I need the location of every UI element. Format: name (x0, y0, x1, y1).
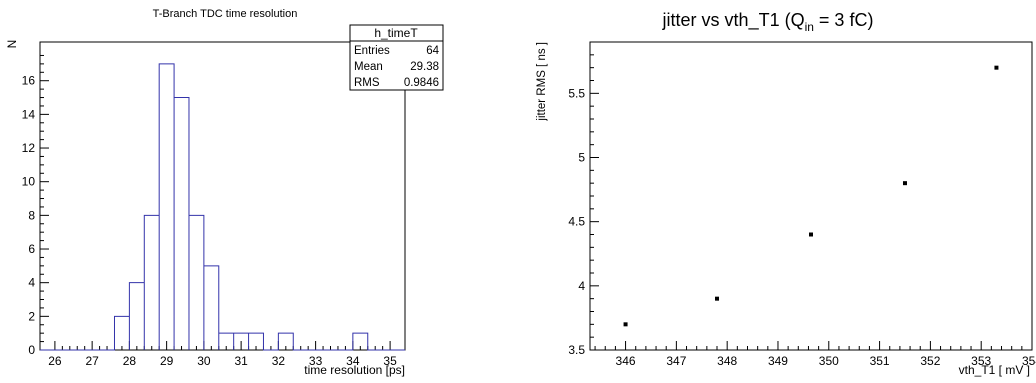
scatter-title: jitter vs vth_T1 (Qin = 3 fC) (662, 10, 874, 34)
scatter-x-tick-label: 346 (616, 354, 636, 368)
histogram-x-tick-label: 33 (309, 354, 323, 368)
histogram-frame (39, 41, 406, 351)
histogram-y-tick-label: 2 (28, 309, 35, 323)
histogram-x-tick-label: 34 (346, 354, 360, 368)
stats-box-name: h_timeT (374, 26, 418, 40)
histogram-y-tick-label: 12 (22, 141, 36, 155)
scatter-x-tick-label: 352 (920, 354, 940, 368)
scatter-x-axis-label: vth_T1 [ mV ] (959, 363, 1030, 377)
scatter-frame (589, 41, 1033, 351)
histogram-x-tick-label: 35 (383, 354, 397, 368)
scatter-x-tick-label: 354 (1022, 354, 1036, 368)
scatter-x-tick-label: 350 (819, 354, 839, 368)
stats-mean-label: Mean (354, 61, 383, 73)
histogram-x-axis-label: time resolution [ps] (304, 363, 405, 377)
scatter-point (902, 181, 907, 186)
scatter-title-tail: = 3 fC) (814, 10, 874, 30)
histogram-x-tick-label: 28 (123, 354, 137, 368)
stats-rms-label: RMS (354, 77, 380, 89)
scatter-point (994, 65, 999, 70)
histogram-y-tick-label: 0 (28, 343, 35, 357)
scatter-point (809, 232, 813, 237)
histogram-y-axis-label: N (5, 40, 19, 49)
histogram-y-tick-label: 6 (28, 242, 35, 256)
histogram-x-tick-label: 26 (48, 354, 62, 368)
scatter-title-main: jitter vs vth_T1 (Q (662, 10, 805, 31)
stats-entries-label: Entries (354, 45, 390, 57)
scatter-y-tick-label: 3.5 (568, 343, 585, 357)
scatter-y-tick-label: 5 (578, 151, 585, 165)
histogram-y-tick-label: 8 (28, 208, 35, 222)
histogram-x-tick-label: 27 (85, 354, 99, 368)
scatter-chart: jitter vs vth_T1 (Qin = 3 fC) jitter RMS… (536, 10, 1036, 377)
scatter-y-tick-label: 4.5 (568, 215, 585, 229)
histogram-series-line (40, 63, 405, 351)
histogram-y-tick-label: 10 (22, 175, 36, 189)
histogram-y-tick-label: 16 (22, 74, 36, 88)
scatter-x-tick-label: 351 (870, 354, 890, 368)
scatter-y-tick-label: 5.5 (568, 86, 585, 100)
scatter-x-tick-label: 348 (717, 354, 737, 368)
scatter-point (623, 322, 628, 327)
histogram-x-tick-label: 30 (197, 354, 211, 368)
stats-rms-value: 0.9846 (404, 77, 439, 89)
histogram-chart: T-Branch TDC time resolution N time reso… (5, 8, 444, 377)
scatter-point (715, 296, 720, 301)
stats-entries-value: 64 (426, 45, 439, 57)
scatter-y-tick-label: 4 (578, 279, 585, 293)
histogram-y-tick-label: 4 (28, 276, 35, 290)
stats-box: h_timeT Entries 64 Mean 29.38 RMS 0.9846 (349, 24, 444, 91)
histogram-x-tick-label: 32 (272, 354, 286, 368)
scatter-title-subscript: in (805, 20, 814, 34)
scatter-x-tick-label: 349 (768, 354, 788, 368)
histogram-title: T-Branch TDC time resolution (153, 8, 298, 20)
scatter-x-tick-label: 353 (971, 354, 991, 368)
histogram-x-tick-label: 29 (160, 354, 174, 368)
scatter-x-tick-label: 347 (666, 354, 686, 368)
histogram-y-tick-label: 14 (22, 107, 36, 121)
scatter-y-axis-label: jitter RMS [ ns ] (536, 42, 548, 122)
histogram-x-tick-label: 31 (234, 354, 248, 368)
stats-box-frame (349, 24, 444, 91)
stats-mean-value: 29.38 (410, 61, 439, 73)
